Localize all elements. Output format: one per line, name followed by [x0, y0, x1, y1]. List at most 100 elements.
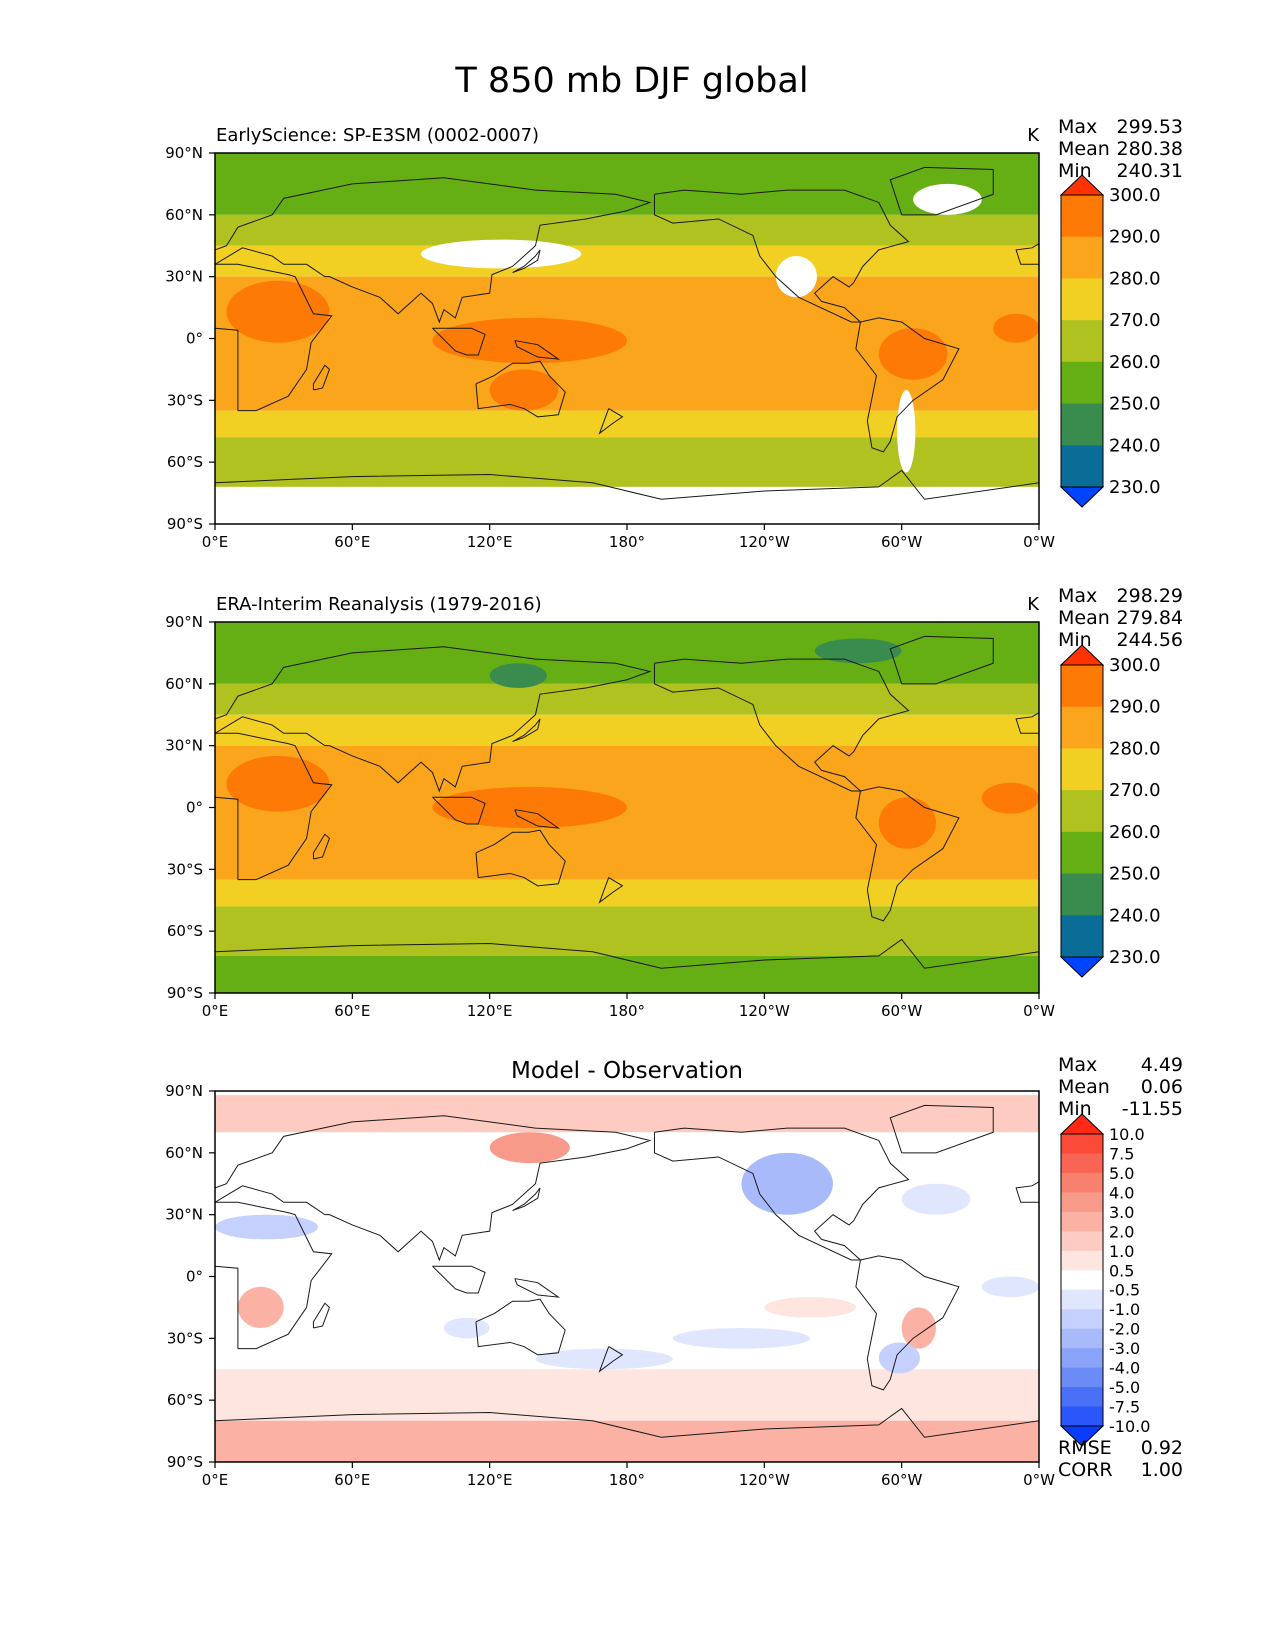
field-patch [775, 256, 817, 298]
colorbar-segment [1061, 320, 1103, 363]
field-patch [489, 369, 559, 411]
stat-label: Min [1058, 629, 1092, 651]
x-tick-label: 0°E [202, 1471, 229, 1489]
field-band [215, 955, 1039, 993]
colorbar-label: 5.0 [1109, 1164, 1134, 1183]
colorbar-segment [1061, 1328, 1103, 1349]
colorbar-segment [1061, 236, 1103, 279]
colorbar-label: -10.0 [1109, 1417, 1150, 1436]
y-tick-label: 30°S [167, 860, 203, 878]
x-tick-label: 60°W [881, 1471, 923, 1489]
colorbar-label: 290.0 [1109, 227, 1161, 248]
metric-label: CORR [1058, 1459, 1113, 1481]
colorbar-label: 300.0 [1109, 185, 1161, 206]
field-patch [764, 1297, 856, 1318]
field-patch [878, 1342, 920, 1374]
stat-value: 244.56 [1117, 629, 1183, 651]
x-tick-label: 60°W [881, 1002, 923, 1020]
colorbar-segment [1061, 1289, 1103, 1310]
field-band [215, 437, 1039, 487]
field-patch [215, 1214, 318, 1240]
field-band [215, 714, 1039, 746]
colorbar-label: 7.5 [1109, 1144, 1134, 1163]
colorbar-label: 260.0 [1109, 352, 1161, 373]
coastline [1015, 712, 1039, 734]
colorbar-label: -7.5 [1109, 1398, 1140, 1417]
stat-value: 0.06 [1141, 1076, 1183, 1098]
stat-label: Mean [1058, 607, 1110, 629]
x-tick-label: 60°E [334, 533, 370, 551]
coastline [889, 635, 994, 685]
colorbar-segment [1061, 1348, 1103, 1369]
field-patch [237, 1286, 284, 1329]
field-band [215, 245, 1039, 277]
x-tick-label: 180° [609, 1002, 645, 1020]
colorbar-segment [1061, 1367, 1103, 1388]
colorbar-label: 240.0 [1109, 435, 1161, 456]
stat-value: 298.29 [1117, 585, 1183, 607]
y-tick-label: 60°N [165, 206, 203, 224]
x-tick-label: 0°W [1023, 533, 1055, 551]
y-tick-label: 30°S [167, 1329, 203, 1347]
colorbar-segment [1061, 748, 1103, 791]
colorbar-segment [1061, 361, 1103, 405]
y-tick-label: 90°N [165, 613, 203, 631]
metric-value: 1.00 [1141, 1459, 1183, 1481]
colorbar-segment [1061, 665, 1103, 708]
y-tick-label: 30°N [165, 737, 203, 755]
x-tick-label: 180° [609, 1471, 645, 1489]
field-patch [443, 1317, 490, 1339]
colorbar-label: -2.0 [1109, 1320, 1140, 1339]
colorbar-label: -4.0 [1109, 1359, 1140, 1378]
field-patch [672, 1328, 811, 1349]
field-band [215, 486, 1039, 524]
y-tick-label: 60°N [165, 675, 203, 693]
coastline [1015, 243, 1039, 265]
y-tick-label: 0° [186, 799, 203, 817]
y-tick-label: 90°S [167, 1453, 203, 1471]
y-tick-label: 30°N [165, 1206, 203, 1224]
field-band [215, 879, 1039, 907]
y-tick-label: 30°N [165, 268, 203, 286]
field-patch [421, 239, 582, 269]
colorbar-label: 260.0 [1109, 822, 1161, 843]
colorbar-segment [1061, 706, 1103, 749]
field-patch [901, 1183, 971, 1215]
colorbar-segment [1061, 403, 1103, 446]
map-field [215, 1091, 1039, 1462]
x-tick-label: 60°E [334, 1471, 370, 1489]
panel-title: ERA-Interim Reanalysis (1979-2016) [216, 594, 542, 615]
y-tick-label: 60°S [167, 922, 203, 940]
coastline [215, 732, 333, 881]
colorbar-label: 250.0 [1109, 864, 1161, 885]
y-tick-label: 90°N [165, 144, 203, 162]
x-tick-label: 120°W [739, 533, 790, 551]
colorbar-label: 270.0 [1109, 780, 1161, 801]
field-patch [897, 390, 916, 473]
coastline [512, 1187, 541, 1212]
coastline [312, 833, 331, 860]
colorbar-label: 3.0 [1109, 1203, 1134, 1222]
x-tick-label: 120°W [739, 1002, 790, 1020]
coastline [653, 658, 910, 792]
panel-test: EarlyScience: SP-E3SM (0002-0007) K 0°E 60°… [165, 116, 1183, 551]
coastline [855, 786, 960, 922]
panel-reference: ERA-Interim Reanalysis (1979-2016) K 0°E 60… [165, 585, 1183, 1020]
colorbar-segment [1061, 1250, 1103, 1271]
colorbar-segment [1061, 915, 1103, 958]
colorbar-min-arrow [1059, 486, 1105, 508]
coastline [514, 340, 561, 360]
field-patch [981, 1276, 1039, 1298]
x-tick-label: 0°E [202, 1002, 229, 1020]
field-band [215, 153, 1039, 215]
x-tick-label: 0°W [1023, 1471, 1055, 1489]
field-patch [913, 183, 982, 215]
coastline [215, 1115, 652, 1262]
colorbar-segment [1061, 1406, 1103, 1427]
field-band [215, 1095, 1039, 1133]
colorbar-label: -3.0 [1109, 1339, 1140, 1358]
coastline [432, 1265, 486, 1294]
colorbar-label: 240.0 [1109, 905, 1161, 926]
coastline [432, 327, 486, 356]
coastline [889, 1104, 994, 1154]
